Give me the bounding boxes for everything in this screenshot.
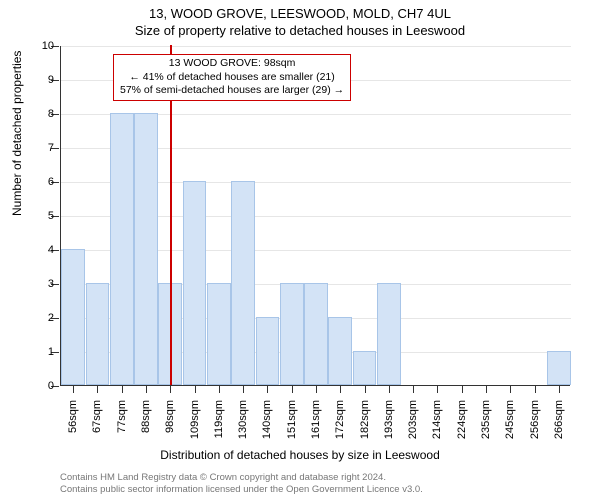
plot-region: 01234567891056sqm67sqm77sqm88sqm98sqm109… bbox=[60, 46, 570, 386]
y-tick-label: 10 bbox=[24, 40, 54, 52]
bar bbox=[231, 181, 255, 385]
callout-line: 57% of semi-detached houses are larger (… bbox=[120, 84, 344, 98]
y-tick-label: 6 bbox=[24, 176, 54, 188]
x-tick bbox=[559, 385, 560, 393]
y-tick-label: 3 bbox=[24, 278, 54, 290]
y-tick-label: 5 bbox=[24, 210, 54, 222]
bar bbox=[110, 113, 134, 385]
x-tick bbox=[146, 385, 147, 393]
bar bbox=[353, 351, 377, 385]
callout-line: 13 WOOD GROVE: 98sqm bbox=[120, 57, 344, 71]
y-tick-label: 8 bbox=[24, 108, 54, 120]
bar bbox=[256, 317, 280, 385]
bar bbox=[86, 283, 110, 385]
bar bbox=[280, 283, 304, 385]
page-title-line1: 13, WOOD GROVE, LEESWOOD, MOLD, CH7 4UL bbox=[0, 0, 600, 21]
chart-container: 13, WOOD GROVE, LEESWOOD, MOLD, CH7 4UL … bbox=[0, 0, 600, 500]
x-tick bbox=[170, 385, 171, 393]
y-tick-label: 1 bbox=[24, 346, 54, 358]
x-tick bbox=[122, 385, 123, 393]
x-tick bbox=[413, 385, 414, 393]
y-tick-label: 0 bbox=[24, 380, 54, 392]
gridline bbox=[61, 46, 571, 47]
y-tick-label: 9 bbox=[24, 74, 54, 86]
x-tick bbox=[389, 385, 390, 393]
y-tick-label: 4 bbox=[24, 244, 54, 256]
x-tick bbox=[462, 385, 463, 393]
attribution-footer: Contains HM Land Registry data © Crown c… bbox=[60, 472, 423, 496]
y-tick-label: 7 bbox=[24, 142, 54, 154]
y-axis-label: Number of detached properties bbox=[10, 51, 24, 216]
x-tick bbox=[292, 385, 293, 393]
x-tick bbox=[73, 385, 74, 393]
x-tick bbox=[219, 385, 220, 393]
x-tick bbox=[510, 385, 511, 393]
bar bbox=[547, 351, 571, 385]
bar bbox=[61, 249, 85, 385]
x-tick bbox=[97, 385, 98, 393]
chart-area: 01234567891056sqm67sqm77sqm88sqm98sqm109… bbox=[60, 46, 570, 386]
x-tick bbox=[535, 385, 536, 393]
bar bbox=[328, 317, 352, 385]
x-tick bbox=[340, 385, 341, 393]
x-tick bbox=[243, 385, 244, 393]
bar bbox=[304, 283, 328, 385]
bar bbox=[207, 283, 231, 385]
bar bbox=[377, 283, 401, 385]
bar bbox=[183, 181, 207, 385]
x-axis-label: Distribution of detached houses by size … bbox=[0, 448, 600, 462]
x-tick bbox=[195, 385, 196, 393]
x-tick bbox=[437, 385, 438, 393]
page-title-line2: Size of property relative to detached ho… bbox=[0, 21, 600, 38]
footer-line2: Contains public sector information licen… bbox=[60, 484, 423, 496]
y-tick-label: 2 bbox=[24, 312, 54, 324]
x-tick bbox=[365, 385, 366, 393]
x-tick bbox=[486, 385, 487, 393]
callout-line: ← 41% of detached houses are smaller (21… bbox=[120, 71, 344, 85]
x-tick bbox=[267, 385, 268, 393]
x-tick bbox=[316, 385, 317, 393]
bar bbox=[134, 113, 158, 385]
footer-line1: Contains HM Land Registry data © Crown c… bbox=[60, 472, 423, 484]
callout-box: 13 WOOD GROVE: 98sqm← 41% of detached ho… bbox=[113, 54, 351, 101]
